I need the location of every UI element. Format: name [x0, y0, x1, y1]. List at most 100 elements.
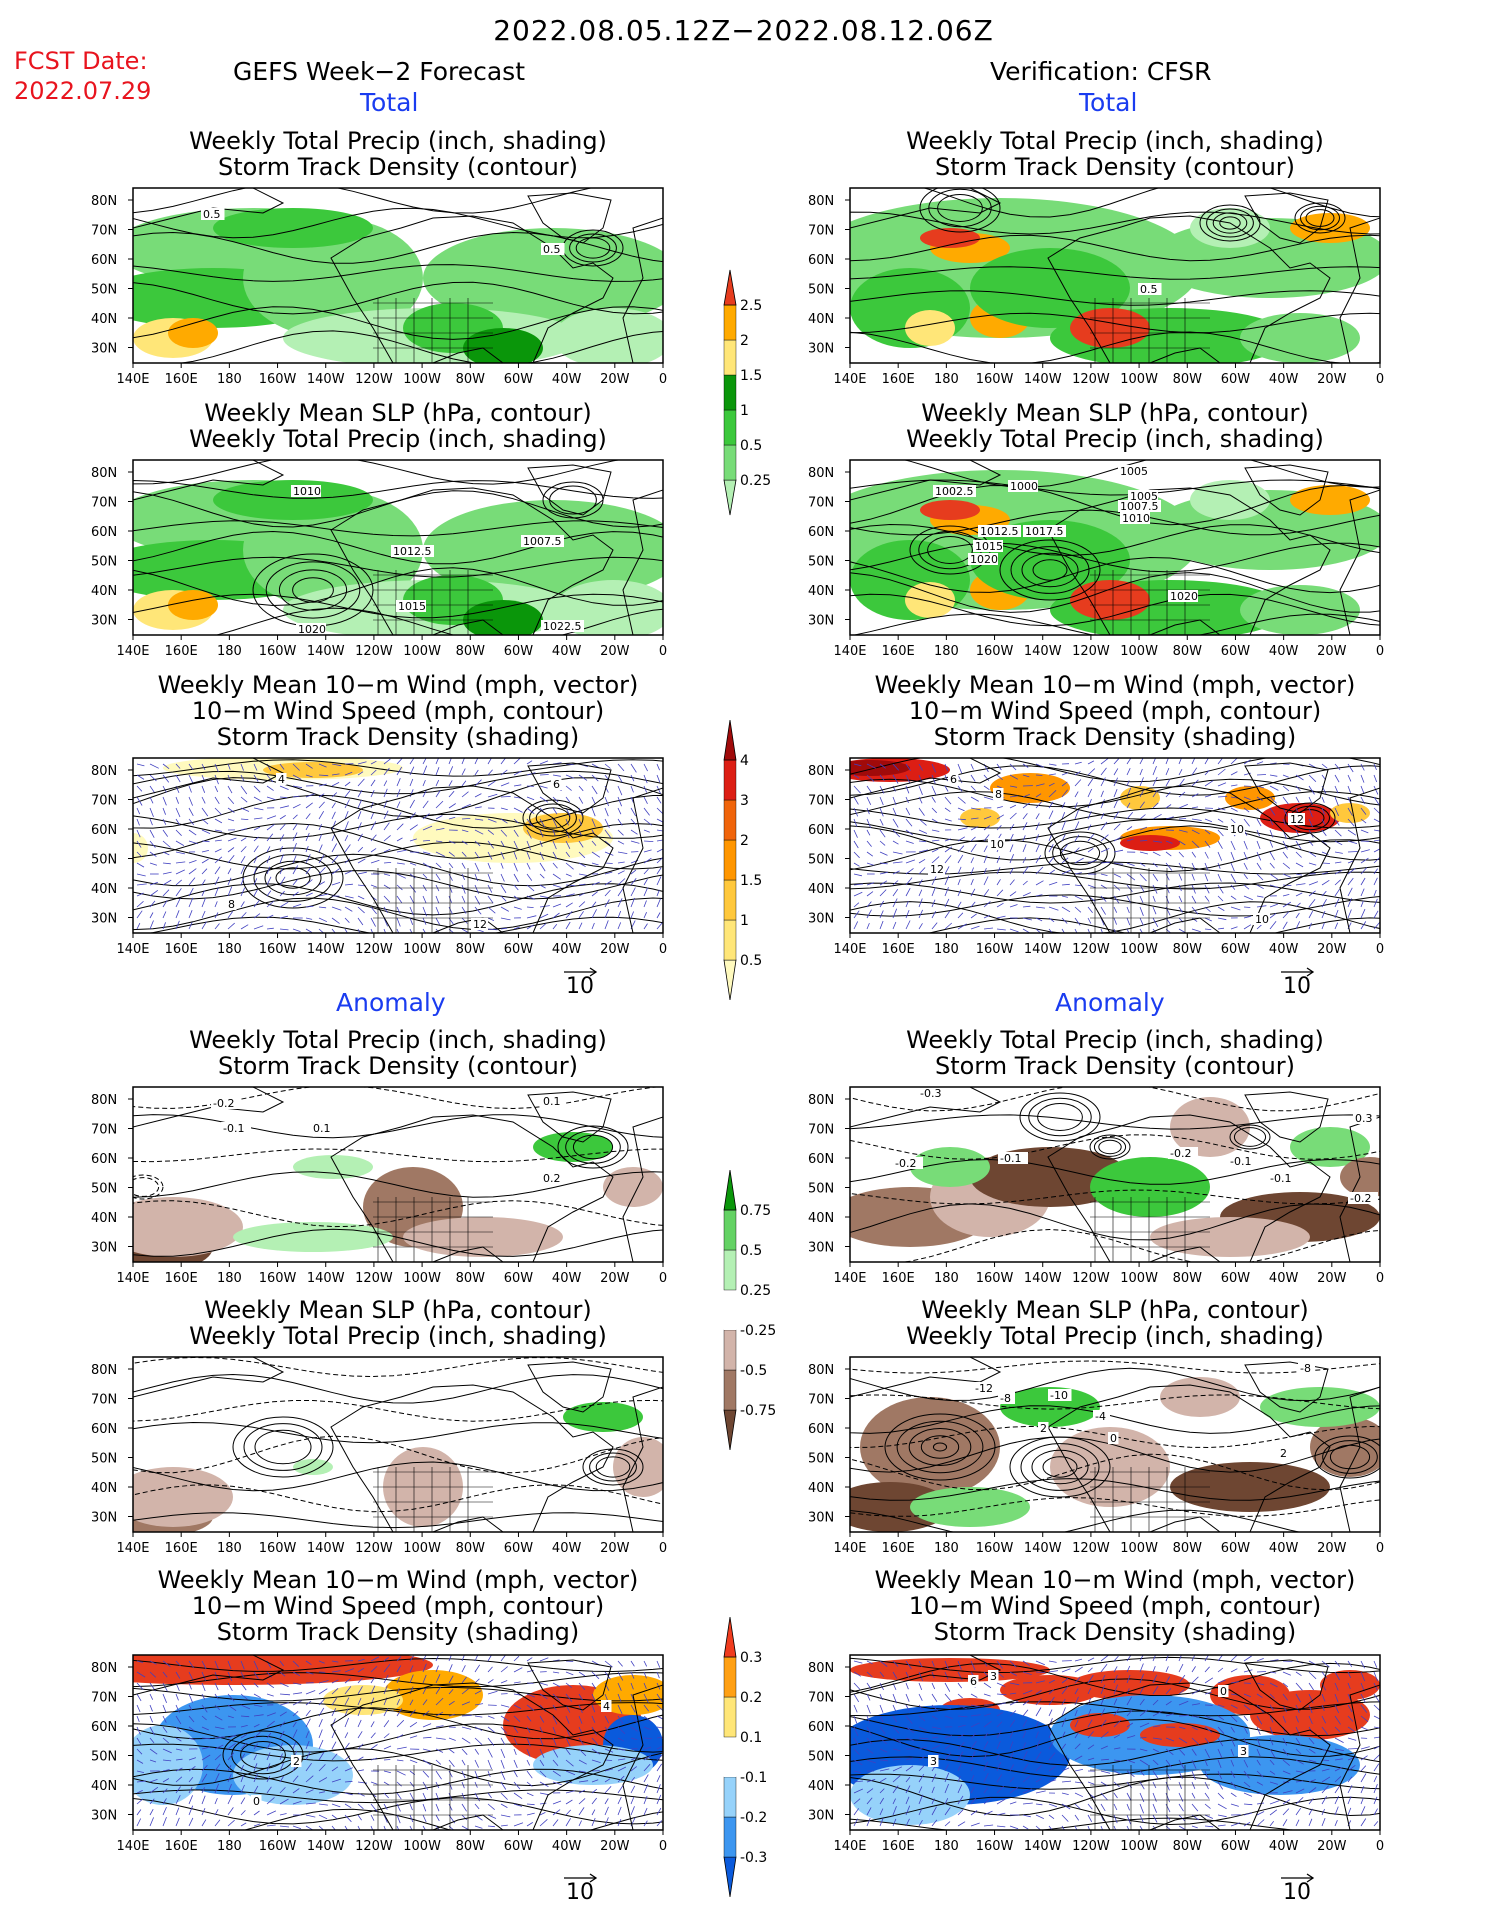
wind-vector	[409, 838, 417, 842]
wind-vector	[1347, 887, 1353, 897]
wind-vector	[305, 905, 314, 908]
wind-vector	[1035, 866, 1044, 875]
wind-vector	[422, 1825, 426, 1830]
wind-vector	[240, 846, 247, 853]
wind-vector	[1087, 1781, 1095, 1785]
wind-vector	[983, 867, 987, 875]
wind-vector	[1165, 779, 1171, 787]
wind-vector	[539, 1715, 545, 1723]
coastline	[330, 1682, 614, 1830]
wind-vector	[565, 1737, 571, 1747]
wind-vector	[474, 1770, 479, 1780]
wind-vector	[892, 1726, 900, 1734]
wind-vector	[1256, 1748, 1261, 1757]
lon-tick-label: 160E	[165, 372, 198, 387]
wind-vector	[370, 1781, 378, 1785]
wind-vector	[1308, 774, 1317, 782]
wind-vector	[905, 796, 909, 804]
wind-vector	[1373, 763, 1377, 771]
wind-vector	[1022, 844, 1027, 853]
wind-vector	[1126, 1655, 1132, 1662]
wind-vector	[1113, 1674, 1118, 1684]
lon-tick-label: 120W	[1072, 942, 1110, 957]
wind-vector	[931, 848, 939, 853]
lat-tick-label: 40N	[91, 882, 117, 897]
wind-vector	[1035, 763, 1045, 768]
wind-vector	[149, 763, 159, 769]
wind-vector	[552, 774, 561, 777]
wind-vector	[1243, 759, 1251, 765]
wind-vector	[136, 1790, 143, 1794]
wind-vector	[1347, 1776, 1353, 1783]
wind-vector	[409, 1709, 416, 1717]
wind-vector	[500, 1704, 510, 1708]
wind-vector	[1074, 1658, 1083, 1662]
wind-vector	[918, 1773, 925, 1783]
wind-vector	[1334, 1776, 1342, 1783]
wind-vector	[1009, 891, 1017, 897]
contour-label: 3	[990, 1670, 997, 1683]
wind-vector	[1035, 801, 1043, 809]
wind-vector	[944, 898, 950, 908]
wind-vector	[866, 1660, 873, 1665]
wind-vector	[1204, 1715, 1215, 1720]
wind-vector	[188, 1660, 194, 1669]
wind-vector	[1061, 1718, 1066, 1728]
contour-line	[850, 1228, 1380, 1262]
wind-vector	[1347, 1693, 1351, 1701]
coastline	[330, 487, 614, 635]
wind-vector	[643, 1807, 648, 1816]
wind-vector	[1152, 1748, 1159, 1753]
shading-blob	[860, 1397, 1000, 1497]
wind-vector	[1321, 1693, 1326, 1702]
wind-vector	[422, 1663, 427, 1673]
wind-vector	[1334, 1806, 1339, 1816]
contour-label: 1022.5	[543, 620, 582, 633]
wind-vector	[1074, 1709, 1078, 1717]
wind-vector	[1139, 1803, 1144, 1814]
wind-vector	[292, 1711, 299, 1717]
wind-vector	[1217, 1737, 1224, 1747]
wind-vector	[1113, 1814, 1118, 1824]
wind-vector	[240, 1784, 245, 1794]
contour-line	[850, 542, 1380, 573]
wind-vector	[448, 1713, 456, 1717]
wind-vector	[905, 807, 911, 816]
shading-blob	[1320, 1670, 1380, 1700]
wind-vector	[656, 1753, 663, 1761]
cfsr-total-wind-title-line: Weekly Mean 10−m Wind (mph, vector)	[874, 671, 1356, 699]
wind-vector	[448, 1781, 453, 1790]
wind-vector	[1230, 884, 1236, 890]
coastline	[133, 758, 285, 799]
wind-vector	[1165, 804, 1172, 809]
contour-ring	[1300, 205, 1340, 231]
wind-vector	[500, 1666, 508, 1673]
wind-vector	[448, 1688, 454, 1695]
wind-vector	[1321, 1737, 1328, 1743]
lat-tick-label: 30N	[91, 342, 117, 357]
wind-vector	[201, 1754, 211, 1761]
contour-label: 2	[1040, 1422, 1047, 1435]
wind-vector	[957, 1795, 964, 1805]
wind-vector	[1204, 1759, 1208, 1767]
wind-vector	[970, 817, 979, 820]
wind-vector	[461, 895, 466, 903]
contour-label: 10	[1230, 823, 1244, 836]
wind-vector	[461, 1814, 467, 1821]
wind-vector	[983, 855, 988, 864]
wind-vector	[565, 840, 571, 849]
lon-tick-label: 40W	[552, 1541, 582, 1556]
wind-vector	[214, 807, 222, 815]
wind-vector	[1295, 1737, 1301, 1746]
wind-vector	[866, 1715, 871, 1724]
wind-vector	[526, 1781, 533, 1787]
wind-vector	[996, 774, 1003, 781]
wind-vector	[643, 1660, 648, 1667]
lon-tick-label: 40W	[1269, 942, 1299, 957]
lon-tick-label: 0	[659, 644, 667, 659]
wind-vector	[448, 884, 453, 893]
wind-vector	[1282, 1799, 1291, 1805]
wind-vector	[526, 1822, 534, 1827]
wind-vector	[578, 1693, 583, 1701]
wind-vector	[383, 1759, 391, 1761]
